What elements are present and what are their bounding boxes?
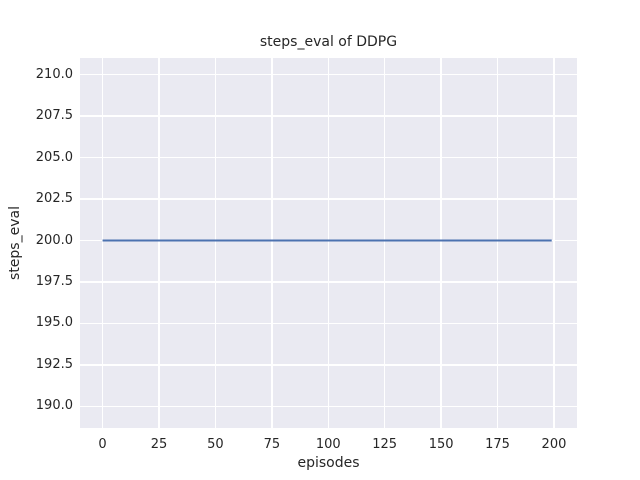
gridline-vertical <box>158 58 160 428</box>
plot-area <box>80 58 577 428</box>
gridline-vertical <box>327 58 330 428</box>
x-tick-label: 0 <box>98 437 107 452</box>
x-tick-label: 100 <box>315 437 341 452</box>
gridline-vertical <box>496 58 499 428</box>
gridline-horizontal <box>80 322 577 325</box>
x-tick-label: 75 <box>263 437 281 452</box>
gridline-vertical <box>271 58 273 428</box>
gridline-vertical <box>214 58 217 428</box>
x-tick-label: 50 <box>207 437 224 452</box>
y-tick-label: 197.5 <box>35 273 73 289</box>
y-tick-label: 207.5 <box>35 108 73 124</box>
chart-title: steps_eval of DDPG <box>259 34 398 50</box>
gridline-vertical <box>101 58 104 428</box>
y-tick-label: 190.0 <box>35 398 73 414</box>
series-plot-svg <box>102 239 552 242</box>
gridline-horizontal <box>80 198 577 200</box>
gridline-horizontal <box>80 73 577 76</box>
x-tick-label: 150 <box>428 437 454 452</box>
y-tick-label: 210.0 <box>35 66 73 82</box>
gridline-horizontal <box>80 156 577 159</box>
y-tick-label: 195.0 <box>35 315 73 331</box>
gridline-horizontal <box>80 115 577 117</box>
y-tick-label: 192.5 <box>35 356 73 372</box>
x-tick-label: 25 <box>150 437 168 452</box>
gridline-horizontal <box>80 364 577 366</box>
gridline-vertical <box>440 58 442 428</box>
y-tick-label: 205.0 <box>35 149 73 165</box>
y-tick-label: 202.5 <box>35 191 73 207</box>
x-axis-label: episodes <box>297 455 360 471</box>
x-tick-label: 175 <box>485 437 510 452</box>
x-tick-label: 200 <box>541 437 567 452</box>
gridline-horizontal <box>80 281 577 283</box>
x-tick-label: 125 <box>372 437 398 452</box>
gridline-vertical <box>383 58 386 428</box>
y-tick-label: 200.0 <box>35 232 73 248</box>
gridline-horizontal <box>80 405 577 408</box>
gridline-vertical <box>553 58 555 428</box>
